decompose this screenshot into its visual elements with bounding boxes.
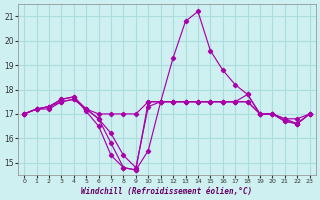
X-axis label: Windchill (Refroidissement éolien,°C): Windchill (Refroidissement éolien,°C)	[81, 187, 252, 196]
